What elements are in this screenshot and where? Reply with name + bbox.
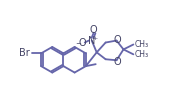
Text: CH₃: CH₃: [134, 50, 148, 59]
Text: CH₃: CH₃: [134, 40, 148, 49]
Text: O: O: [78, 37, 86, 48]
Text: O: O: [90, 25, 98, 35]
Text: O: O: [114, 57, 121, 67]
Text: N: N: [88, 36, 95, 46]
Text: Br: Br: [19, 48, 30, 58]
Text: −: −: [75, 42, 81, 48]
Text: O: O: [114, 35, 121, 45]
Text: +: +: [93, 36, 98, 41]
